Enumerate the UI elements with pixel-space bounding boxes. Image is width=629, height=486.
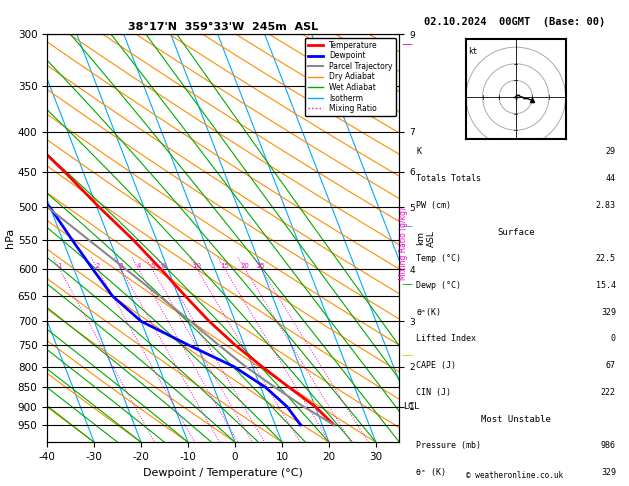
Text: kt: kt xyxy=(467,47,477,56)
Text: Lifted Index: Lifted Index xyxy=(416,334,476,344)
Text: —: — xyxy=(401,350,413,360)
Text: —: — xyxy=(401,221,413,231)
Text: K: K xyxy=(416,147,421,156)
Text: CAPE (J): CAPE (J) xyxy=(416,361,456,370)
Text: 0: 0 xyxy=(611,334,616,344)
Text: —: — xyxy=(401,279,413,289)
Text: 329: 329 xyxy=(601,468,616,477)
Text: CIN (J): CIN (J) xyxy=(416,388,451,397)
Text: 222: 222 xyxy=(601,388,616,397)
Text: 2: 2 xyxy=(96,263,100,269)
Y-axis label: km
ASL: km ASL xyxy=(416,230,436,246)
Text: Temp (°C): Temp (°C) xyxy=(416,254,461,263)
Text: 67: 67 xyxy=(606,361,616,370)
Text: 15.4: 15.4 xyxy=(596,281,616,290)
Text: © weatheronline.co.uk: © weatheronline.co.uk xyxy=(466,471,563,480)
Text: 25: 25 xyxy=(257,263,265,269)
Legend: Temperature, Dewpoint, Parcel Trajectory, Dry Adiabat, Wet Adiabat, Isotherm, Mi: Temperature, Dewpoint, Parcel Trajectory… xyxy=(304,38,396,116)
Text: LCL: LCL xyxy=(404,402,420,411)
Text: 22.5: 22.5 xyxy=(596,254,616,263)
Text: Mixing Ratio (g/kg): Mixing Ratio (g/kg) xyxy=(399,207,408,279)
Text: 4: 4 xyxy=(136,263,141,269)
Text: Totals Totals: Totals Totals xyxy=(416,174,481,183)
Text: 44: 44 xyxy=(606,174,616,183)
Text: θᵉ (K): θᵉ (K) xyxy=(416,468,446,477)
Text: 329: 329 xyxy=(601,308,616,317)
Text: 2.83: 2.83 xyxy=(596,201,616,210)
Text: —: — xyxy=(401,39,413,49)
Text: PW (cm): PW (cm) xyxy=(416,201,451,210)
Text: 15: 15 xyxy=(220,263,229,269)
Text: Dewp (°C): Dewp (°C) xyxy=(416,281,461,290)
Title: 38°17'N  359°33'W  245m  ASL: 38°17'N 359°33'W 245m ASL xyxy=(128,22,318,32)
Text: 6: 6 xyxy=(162,263,166,269)
X-axis label: Dewpoint / Temperature (°C): Dewpoint / Temperature (°C) xyxy=(143,468,303,478)
Text: 1: 1 xyxy=(57,263,62,269)
Text: 3: 3 xyxy=(119,263,123,269)
Text: Surface: Surface xyxy=(498,227,535,237)
Text: 5: 5 xyxy=(150,263,155,269)
Text: 29: 29 xyxy=(606,147,616,156)
Y-axis label: hPa: hPa xyxy=(5,228,15,248)
Text: 20: 20 xyxy=(241,263,250,269)
Text: 986: 986 xyxy=(601,441,616,451)
Text: Most Unstable: Most Unstable xyxy=(481,415,551,424)
Text: 10: 10 xyxy=(192,263,201,269)
Text: θᵉ(K): θᵉ(K) xyxy=(416,308,442,317)
Text: 02.10.2024  00GMT  (Base: 00): 02.10.2024 00GMT (Base: 00) xyxy=(424,17,605,27)
Text: Pressure (mb): Pressure (mb) xyxy=(416,441,481,451)
